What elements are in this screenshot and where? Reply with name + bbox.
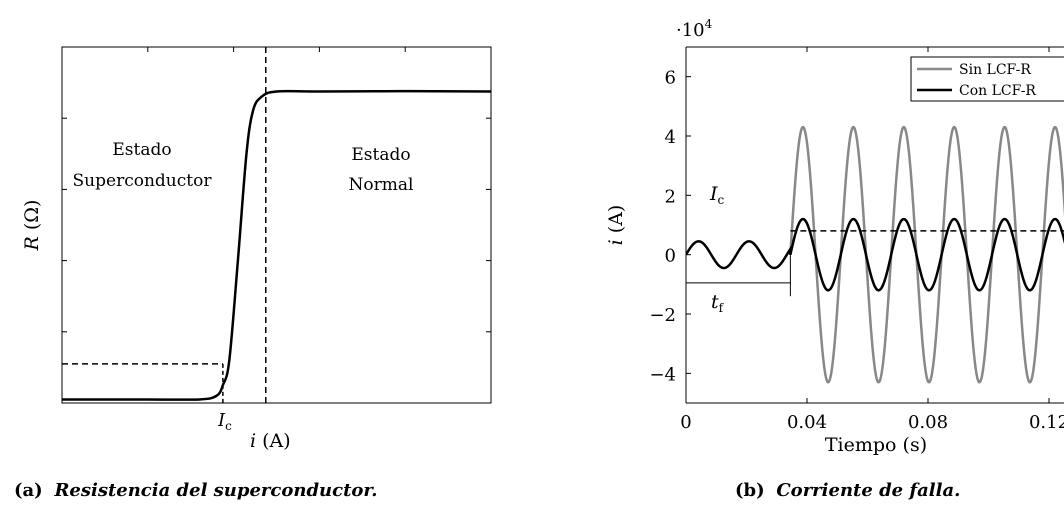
caption-a-label: (a)	[14, 480, 43, 501]
legend-label-con: Con LCF-R	[959, 83, 1036, 99]
y-multiplier: ·104	[676, 17, 713, 41]
y-tick-label-b-2: 0	[665, 246, 676, 267]
x-ticks-a	[147, 47, 406, 52]
y-tick-label-b-5: 6	[665, 68, 676, 89]
x-axis-label-b: Tiempo (s)	[825, 434, 927, 456]
caption-a: (a) Resistencia del superconductor.	[14, 480, 378, 501]
x-tick-label-b-0: 0	[680, 412, 691, 433]
legend-label-sin: Sin LCF-R	[959, 62, 1031, 78]
y-tick-label-b-3: 2	[665, 186, 676, 207]
annotation-right-line2: Normal	[349, 175, 414, 195]
tf-label: tf	[711, 291, 725, 315]
series-sin-lcf-r	[789, 125, 1064, 384]
annotation-left-line2: Superconductor	[73, 171, 213, 191]
plot-frame-a	[61, 46, 492, 404]
x-axis-label-a: i (A)	[250, 430, 291, 452]
y-tick-label-b-1: −2	[649, 305, 676, 326]
y-tick-label-b-0: −4	[649, 364, 676, 385]
ic-label-b: Ic	[709, 183, 725, 207]
x-ticks-b: 0 0.04 0.08 0.12	[680, 47, 1064, 433]
fault-current-chart: −4 −2 0 2 4 6 0 0.04 0.08 0.12 Ic tf Sin LCF-R C…	[605, 17, 1064, 501]
legend: Sin LCF-R Con LCF-R	[910, 56, 1064, 102]
legend-box	[910, 56, 1064, 102]
annotation-right-line1: Estado	[351, 145, 410, 165]
resistance-chart: Estado Superconductor Estado Normal Ic i…	[14, 46, 492, 501]
y-axis-label-b: i (A)	[605, 205, 627, 246]
caption-b-text: Corriente de falla.	[776, 480, 960, 501]
caption-a-text: Resistencia del superconductor.	[53, 480, 377, 501]
x-tick-label-b-3: 0.12	[1029, 412, 1064, 433]
resistance-curve	[61, 89, 492, 401]
x-tick-label-b-1: 0.04	[787, 412, 827, 433]
caption-b: (b) Corriente de falla.	[735, 480, 960, 501]
caption-b-label: (b)	[735, 480, 765, 501]
annotation-left-line1: Estado	[112, 140, 171, 160]
y-axis-label-a: R (Ω)	[21, 200, 43, 252]
x-tick-label-b-2: 0.08	[908, 412, 948, 433]
y-ticks-a	[62, 117, 491, 333]
y-tick-label-b-4: 4	[665, 127, 676, 148]
y-ticks-b: −4 −2 0 2 4 6	[649, 68, 691, 385]
series-con-lcf-r	[686, 217, 1064, 292]
ic-tick-label-a: Ic	[217, 410, 232, 433]
